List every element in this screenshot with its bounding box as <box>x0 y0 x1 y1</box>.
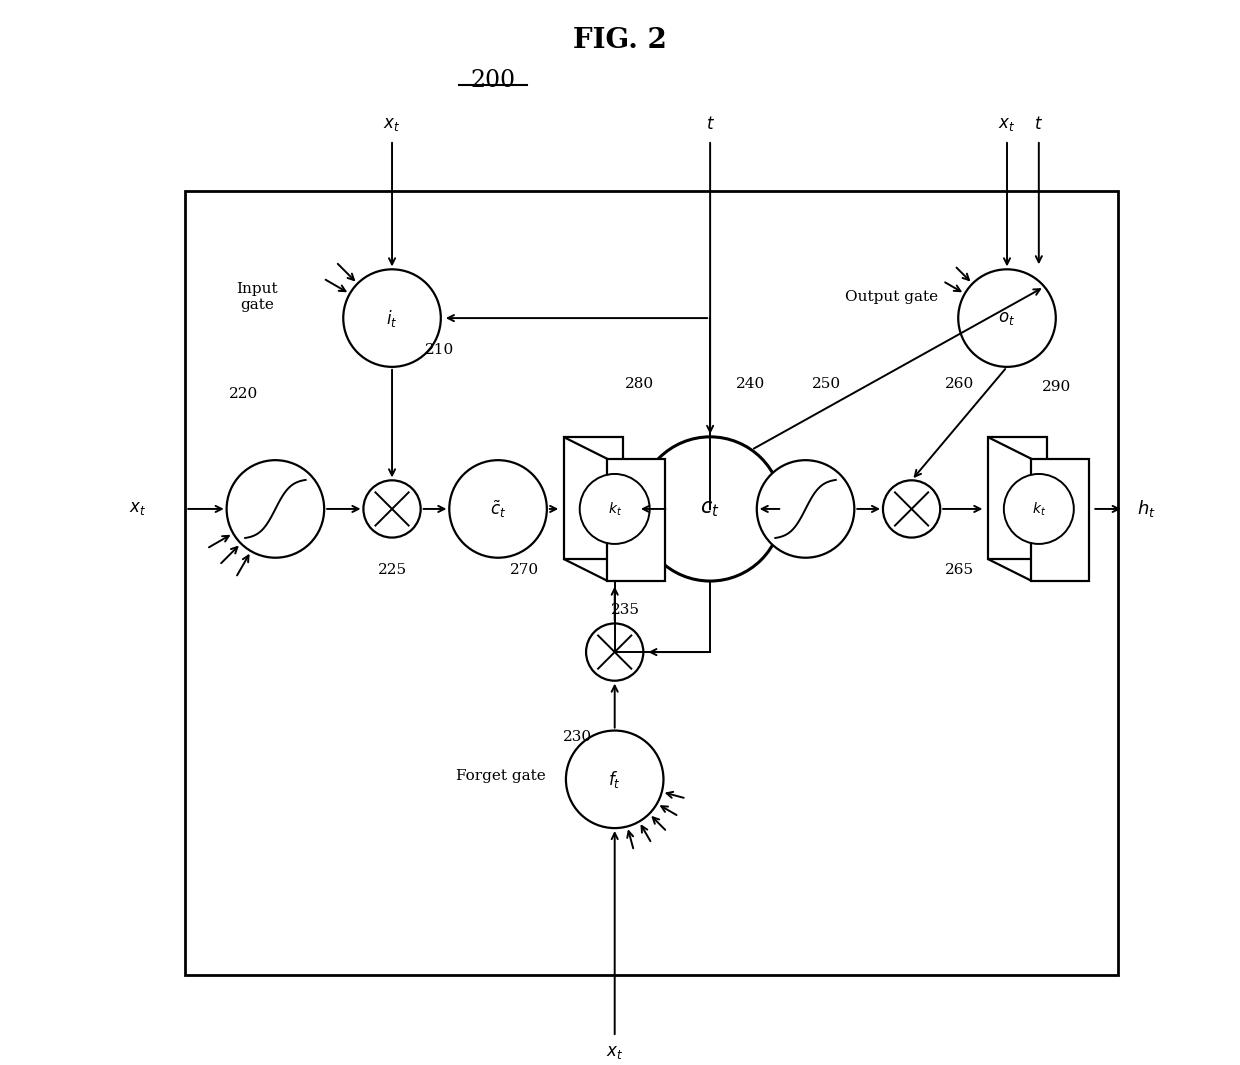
Text: 220: 220 <box>229 388 258 402</box>
Text: $i_t$: $i_t$ <box>387 308 398 329</box>
Circle shape <box>343 269 440 366</box>
Circle shape <box>565 731 663 829</box>
Text: 290: 290 <box>1042 380 1071 394</box>
Text: 280: 280 <box>625 377 653 391</box>
Circle shape <box>227 460 324 558</box>
Circle shape <box>449 460 547 558</box>
Text: 225: 225 <box>377 563 407 577</box>
Text: 260: 260 <box>945 377 973 391</box>
Text: $h_t$: $h_t$ <box>1137 498 1156 520</box>
Text: $f_t$: $f_t$ <box>609 769 621 790</box>
Polygon shape <box>988 438 1047 559</box>
Text: $x_t$: $x_t$ <box>129 501 146 518</box>
Polygon shape <box>564 438 622 559</box>
Text: 240: 240 <box>735 377 765 391</box>
Text: 265: 265 <box>945 563 973 577</box>
Text: Forget gate: Forget gate <box>456 769 546 783</box>
Text: 200: 200 <box>470 69 516 92</box>
Text: 235: 235 <box>611 603 640 617</box>
Circle shape <box>363 480 420 538</box>
Circle shape <box>639 437 782 581</box>
Text: $o_t$: $o_t$ <box>998 310 1016 327</box>
Text: FIG. 2: FIG. 2 <box>573 27 667 53</box>
Text: $t$: $t$ <box>1034 115 1043 132</box>
Text: $t$: $t$ <box>706 115 714 132</box>
Text: $x_t$: $x_t$ <box>383 115 401 132</box>
Circle shape <box>587 623 644 681</box>
Text: 210: 210 <box>425 343 454 357</box>
Text: 250: 250 <box>812 377 841 391</box>
Circle shape <box>959 269 1055 366</box>
Text: 230: 230 <box>563 730 593 744</box>
Text: $x_t$: $x_t$ <box>998 115 1016 132</box>
Text: Input
gate: Input gate <box>237 282 278 312</box>
Polygon shape <box>1030 459 1089 580</box>
Circle shape <box>883 480 940 538</box>
Circle shape <box>580 474 650 544</box>
Text: Output gate: Output gate <box>844 290 937 304</box>
Text: $k_t$: $k_t$ <box>1032 501 1045 518</box>
Text: $\tilde{c}_t$: $\tilde{c}_t$ <box>490 498 506 520</box>
Text: $x_t$: $x_t$ <box>606 1045 624 1062</box>
Text: $c_t$: $c_t$ <box>701 498 720 519</box>
Text: $k_t$: $k_t$ <box>608 501 621 518</box>
Polygon shape <box>606 459 665 580</box>
Circle shape <box>1004 474 1074 544</box>
Circle shape <box>756 460 854 558</box>
Text: 270: 270 <box>510 563 539 577</box>
